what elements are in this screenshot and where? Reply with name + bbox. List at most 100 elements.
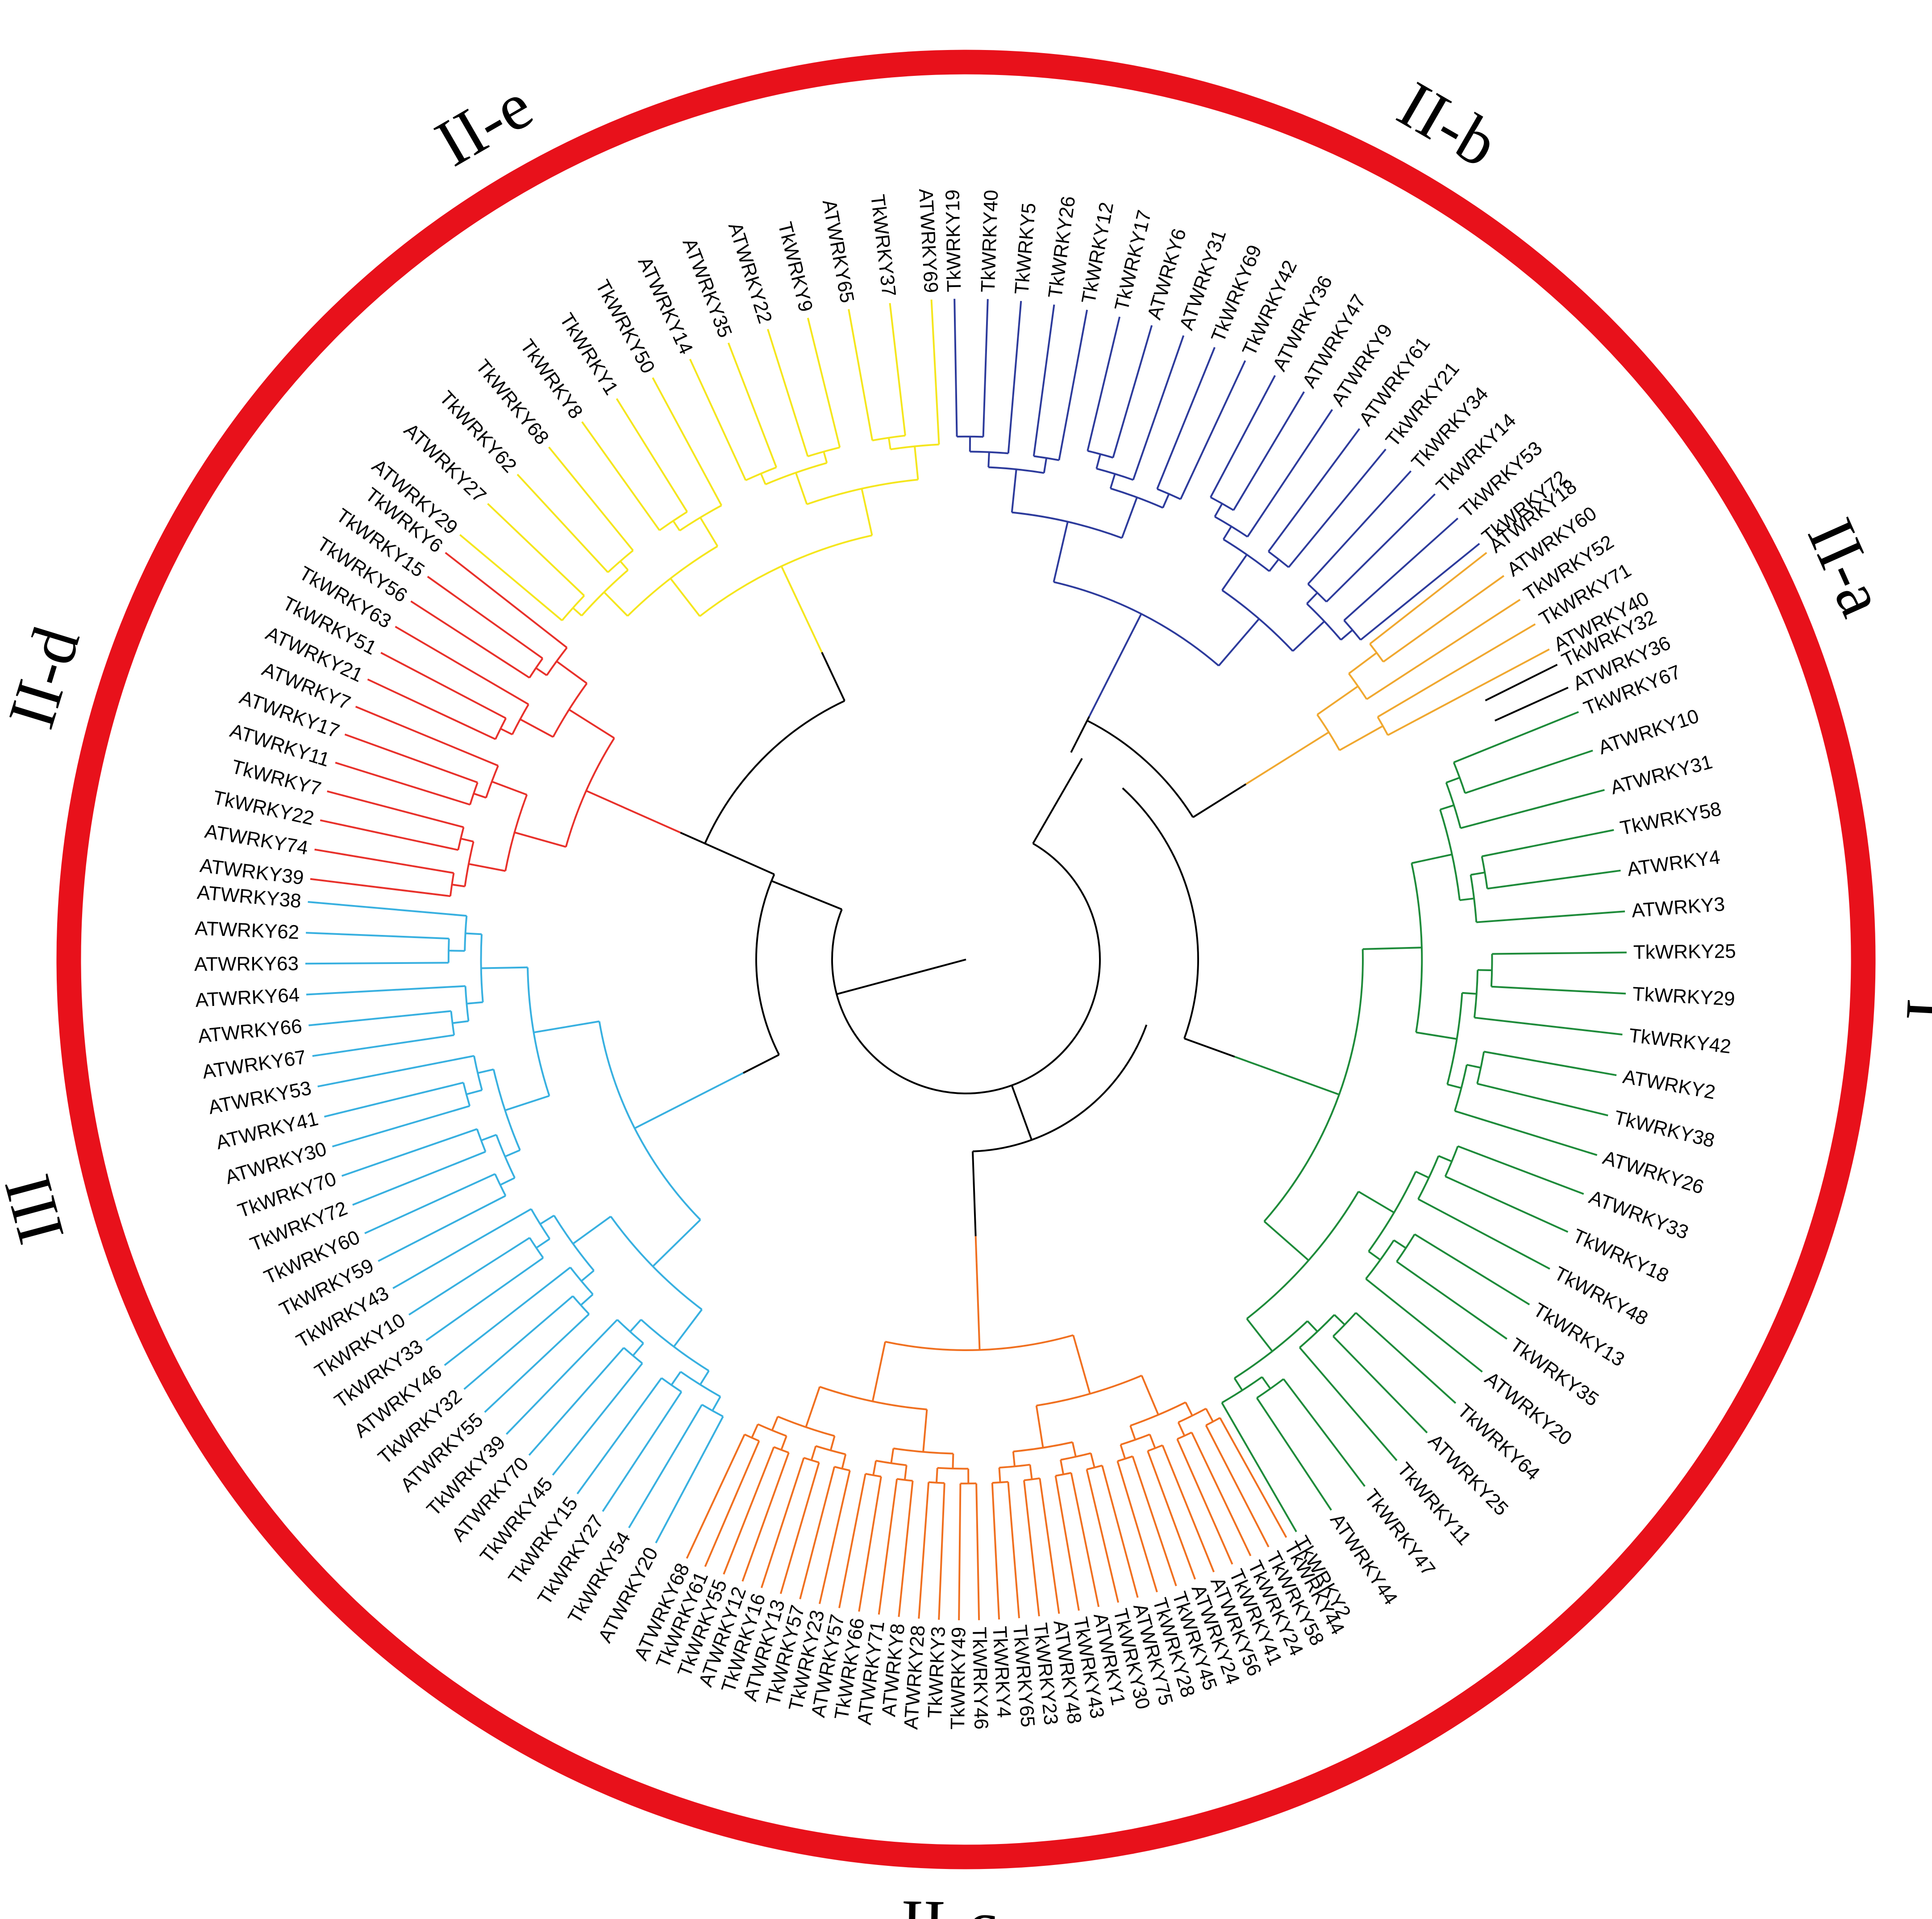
clade-IIc-tip bbox=[858, 1476, 882, 1612]
leaf-IIb-3: TkWRKY26 bbox=[1044, 195, 1079, 299]
leaf-IIb-2: TkWRKY5 bbox=[1011, 202, 1040, 296]
clade-IId-tip bbox=[320, 819, 458, 851]
stem-IId bbox=[655, 821, 681, 834]
root-to-IIab bbox=[1032, 758, 1083, 844]
clade-III-tip bbox=[341, 1128, 478, 1177]
leaf-IIc-16: TkWRKY46 bbox=[968, 1627, 992, 1730]
clade-IIe-stem bbox=[823, 451, 828, 463]
clade-IIc-stem bbox=[751, 1424, 759, 1438]
clade-IIc-tip bbox=[741, 1452, 790, 1582]
clade-IIb-tip bbox=[1132, 335, 1185, 480]
clade-IIc-tip bbox=[704, 1440, 760, 1567]
leaf-I-11: ATWRKY26 bbox=[1600, 1147, 1707, 1198]
clade-I-tip bbox=[1482, 829, 1614, 857]
clade-IId-stem bbox=[452, 884, 465, 888]
clade-I-tip bbox=[1457, 1145, 1584, 1195]
clade-IIc-tip bbox=[799, 1466, 836, 1600]
clade-III-tip bbox=[408, 1237, 530, 1316]
clade-IIc-tip bbox=[760, 1457, 805, 1588]
clade-III-tip bbox=[576, 1377, 662, 1494]
clade-IIe-node bbox=[659, 511, 688, 531]
root-to-III-IId bbox=[771, 880, 842, 910]
clade-IIc-tip bbox=[1219, 1417, 1287, 1538]
clade-I-stem bbox=[1415, 1171, 1429, 1179]
clade-IIe-node bbox=[806, 479, 918, 505]
clade-I-stem bbox=[1261, 1376, 1271, 1389]
clade-IIe-tip bbox=[930, 299, 940, 445]
clade-IIc-stem bbox=[1071, 1442, 1077, 1457]
clade-IIc-tip bbox=[1116, 1460, 1158, 1593]
clade-IIc-stem bbox=[1129, 1425, 1137, 1440]
clade-IIb-tip bbox=[1179, 360, 1246, 500]
clade-III-stem bbox=[670, 1371, 682, 1386]
tree-branches bbox=[305, 299, 1627, 1620]
leaf-I-5: ATWRKY3 bbox=[1631, 893, 1725, 922]
leaf-III-21: ATWRKY66 bbox=[197, 1015, 303, 1047]
clade-IIb-tip bbox=[1156, 347, 1216, 489]
clade-IIc-tip bbox=[1039, 1478, 1060, 1614]
clade-III-tip bbox=[352, 1151, 486, 1206]
clade-IIc-node bbox=[1120, 1433, 1150, 1446]
clade-IIc-node bbox=[1147, 1444, 1163, 1452]
clade-I-stem bbox=[1362, 947, 1422, 950]
clade-IId-tip bbox=[314, 848, 454, 874]
clade-IIb-stem bbox=[1292, 621, 1325, 652]
clade-IIb-tip bbox=[1267, 428, 1361, 552]
clade-IIc-stem bbox=[904, 1465, 908, 1480]
clade-III-stem bbox=[699, 1370, 710, 1385]
clade-IIc-node bbox=[1117, 1455, 1133, 1462]
leaf-I-4: ATWRKY4 bbox=[1626, 846, 1721, 880]
clade-IIb-tip bbox=[1112, 325, 1153, 458]
clade-IIe-tip bbox=[689, 359, 747, 481]
clade-IIc-stem bbox=[1029, 1464, 1033, 1480]
clade-I-tip bbox=[1445, 1176, 1569, 1233]
clade-III-stem bbox=[536, 1238, 550, 1249]
backbone-I-IIc bbox=[972, 1024, 1148, 1152]
clade-IIc-stem bbox=[841, 1454, 847, 1469]
clade-III-stem bbox=[504, 1095, 550, 1111]
clade-I-tip bbox=[1487, 869, 1621, 890]
clade-I-stem bbox=[1263, 1221, 1309, 1261]
clade-IIc-stem bbox=[1120, 1444, 1126, 1459]
clade-IIc-tip bbox=[918, 1482, 930, 1619]
clade-IIc-node bbox=[885, 1334, 1074, 1351]
group-label-III: III bbox=[0, 1167, 79, 1251]
leaf-I-10: TkWRKY38 bbox=[1612, 1106, 1717, 1152]
backbone-IIb-IIa bbox=[1087, 720, 1194, 818]
clade-IIc-node bbox=[815, 1445, 846, 1456]
backbone-stem-IIc bbox=[972, 1151, 977, 1236]
clade-IIc-tip bbox=[1162, 1445, 1215, 1573]
clade-IIc-tip bbox=[991, 1483, 1000, 1620]
clade-III-stem bbox=[466, 1001, 483, 1005]
clade-I-tip bbox=[1477, 1083, 1608, 1117]
clade-IIb-tip bbox=[1058, 309, 1088, 461]
clade-III-tip bbox=[308, 1010, 451, 1026]
clade-IId-stem bbox=[568, 709, 615, 739]
leaf-III-22: ATWRKY64 bbox=[195, 984, 300, 1011]
clade-IIb-stem bbox=[1214, 503, 1223, 517]
leaf-IIc-18: TkWRKY3 bbox=[924, 1626, 949, 1719]
clade-IIa-tip bbox=[1369, 552, 1487, 645]
group-label-IId: II-d bbox=[0, 619, 94, 737]
clade-I-tip bbox=[1355, 1312, 1457, 1404]
group-label-IIc: II-c bbox=[900, 1886, 998, 1919]
clade-IIc-node bbox=[929, 1481, 945, 1484]
leaf-I-8: TkWRKY42 bbox=[1628, 1024, 1732, 1058]
clade-III-stem bbox=[629, 1319, 642, 1332]
backbone-IIab-I bbox=[1122, 787, 1199, 1039]
clade-IIb-node bbox=[1053, 581, 1220, 667]
clade-IIb-tip bbox=[982, 299, 989, 437]
clade-IIc-tip bbox=[898, 1481, 914, 1617]
clade-IIe-stem bbox=[672, 520, 681, 531]
clade-IIc-node bbox=[896, 1478, 913, 1482]
clade-I-node bbox=[1490, 954, 1493, 987]
clade-IIc-stem bbox=[871, 1341, 886, 1402]
clade-IIb-tip bbox=[1232, 391, 1305, 511]
clade-IId-tip bbox=[327, 790, 464, 828]
clade-IIc-tip bbox=[1101, 1465, 1139, 1598]
clade-III-node bbox=[610, 1216, 703, 1310]
clade-IId-stem bbox=[460, 838, 474, 843]
clade-IIc-node bbox=[819, 1386, 927, 1410]
clade-IIa-node bbox=[1348, 673, 1368, 700]
